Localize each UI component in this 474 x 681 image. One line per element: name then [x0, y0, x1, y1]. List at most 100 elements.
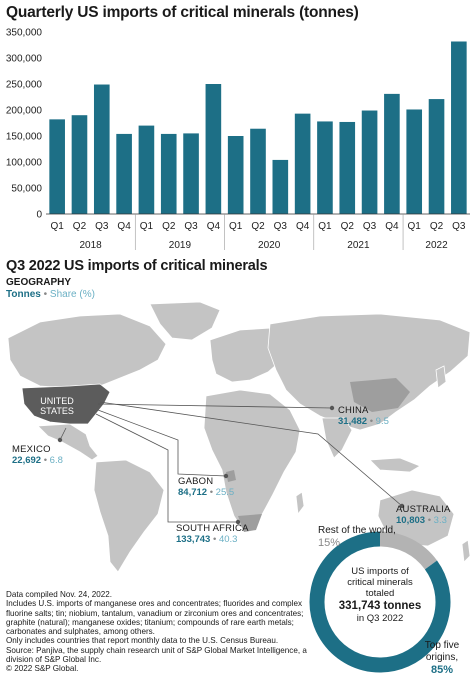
y-tick-label: 150,000 [6, 132, 43, 143]
australia-label: AUSTRALIA 10,803 • 3.3 [396, 504, 451, 526]
south-africa-share: 40.3 [218, 534, 238, 545]
y-tick-label: 250,000 [6, 80, 43, 91]
legend-tonnes: Tonnes [6, 289, 41, 300]
y-tick-label: 50,000 [11, 184, 42, 195]
rest-of-world-label: Rest of the world, 15% [318, 525, 396, 549]
south-africa-dot [235, 519, 241, 525]
mexico-dot [57, 437, 63, 443]
south-africa-name: SOUTH AFRICA [176, 523, 249, 534]
x-tick-label: Q3 [184, 221, 198, 232]
mexico-label: MEXICO 22,692 • 6.8 [12, 444, 63, 466]
line-to-gabon [97, 409, 227, 477]
south-africa-tonnes: 133,743 [176, 534, 211, 545]
note-includes: Includes U.S. imports of manganese ores … [6, 599, 304, 637]
canada-shape [7, 313, 167, 389]
donut-center-line3: totaled [365, 588, 395, 599]
y-tick-label: 0 [36, 210, 42, 221]
bar [361, 110, 378, 214]
bar [406, 109, 423, 214]
australia-shape [377, 489, 455, 547]
x-tick-label: Q2 [251, 221, 265, 232]
top-five-label: Top five origins, 85% [410, 640, 474, 676]
australia-dot [399, 503, 405, 509]
x-tick-label: Q1 [140, 221, 154, 232]
top-five-pct: 85% [430, 664, 454, 676]
x-tick-label: Q1 [318, 221, 332, 232]
bar-chart: 0 50,000 100,000 150,000 200,000 250,000 300,0… [6, 28, 470, 251]
africa-shape [203, 389, 301, 533]
legend-separator: • [43, 289, 48, 300]
x-axis: Q1 Q2 Q3 Q4 Q1 Q2 Q3 Q4 Q1 Q2 Q3 Q4 Q1 Q2 Q3 Q4 Q1 Q2 Q3 20… [46, 213, 470, 251]
chart-title: Quarterly US imports of critical mineral… [6, 4, 359, 21]
gabon-dot [223, 473, 229, 479]
united-states-label: UNITED STATES [40, 396, 74, 416]
geography-label: GEOGRAPHY [6, 277, 72, 288]
legend-share: Share (%) [49, 289, 95, 300]
x-tick-label: Q3 [452, 221, 466, 232]
y-axis-ticks: 0 50,000 100,000 150,000 200,000 250,000 300,0… [6, 28, 43, 221]
note-source: Source: Panjiva, the supply chain resear… [6, 645, 307, 665]
japan-shape [435, 365, 447, 389]
x-tick-label: Q4 [385, 221, 399, 232]
greenland-shape [149, 301, 221, 341]
y-tick-label: 200,000 [6, 106, 43, 117]
china-tonnes: 31,482 [338, 416, 368, 427]
line-to-china [97, 403, 333, 409]
line-to-south-africa [95, 413, 238, 523]
line-to-mexico [59, 427, 67, 441]
bar [183, 133, 199, 214]
y-tick-label: 300,000 [6, 54, 43, 65]
australia-tonnes: 10,803 [396, 515, 426, 526]
mexico-share: 6.8 [49, 455, 63, 466]
donut-top-five-segment [309, 531, 451, 673]
year-label: 2022 [425, 240, 448, 251]
madagascar-shape [295, 491, 305, 516]
china-shape [350, 378, 410, 412]
bars [49, 41, 467, 215]
bar [205, 84, 222, 214]
bar [160, 133, 177, 214]
mexico-shape [37, 423, 99, 461]
x-tick-label: Q1 [50, 221, 64, 232]
note-countries: Only includes countries that report mont… [6, 636, 279, 646]
y-tick-label: 350,000 [6, 28, 43, 39]
year-label: 2020 [258, 240, 281, 251]
year-label: 2018 [80, 240, 103, 251]
bar [250, 128, 266, 214]
bar [294, 113, 311, 214]
x-tick-label: Q3 [95, 221, 109, 232]
donut-rest-segment [379, 531, 438, 570]
bar [138, 125, 155, 214]
gabon-tonnes: 84,712 [178, 487, 208, 498]
bar [71, 115, 88, 214]
year-label: 2019 [169, 240, 192, 251]
x-tick-label: Q2 [162, 221, 176, 232]
bar [116, 133, 132, 214]
bar [317, 121, 333, 214]
donut-center-total: 331,743 tonnes [338, 600, 422, 612]
x-tick-label: Q4 [296, 221, 310, 232]
year-label: 2021 [347, 240, 370, 251]
x-tick-label: Q1 [408, 221, 422, 232]
gabon-label: GABON 84,712 • 25.5 [178, 476, 235, 498]
donut-center-text: US imports of critical minerals totaled … [330, 566, 430, 624]
bar [227, 136, 244, 214]
bar [272, 159, 289, 214]
donut-center-period: in Q3 2022 [356, 613, 404, 624]
x-tick-label: Q1 [229, 221, 243, 232]
x-tick-label: Q2 [430, 221, 444, 232]
mexico-tonnes: 22,692 [12, 455, 42, 466]
bar [428, 99, 445, 214]
x-tick-label: Q3 [274, 221, 288, 232]
y-tick-label: 100,000 [6, 158, 43, 169]
footnotes: Data compiled Nov. 24, 2022. Includes U.… [6, 590, 324, 674]
australia-name: AUSTRALIA [396, 504, 451, 515]
world-map [7, 301, 471, 573]
bar [93, 84, 110, 214]
x-tick-label: Q2 [73, 221, 87, 232]
gabon-share: 25.5 [215, 487, 235, 498]
share-donut [309, 531, 451, 673]
note-copyright: © 2022 S&P Global. [6, 664, 79, 674]
line-to-australia [99, 401, 403, 507]
top-five-text: Top five origins, [424, 640, 460, 663]
